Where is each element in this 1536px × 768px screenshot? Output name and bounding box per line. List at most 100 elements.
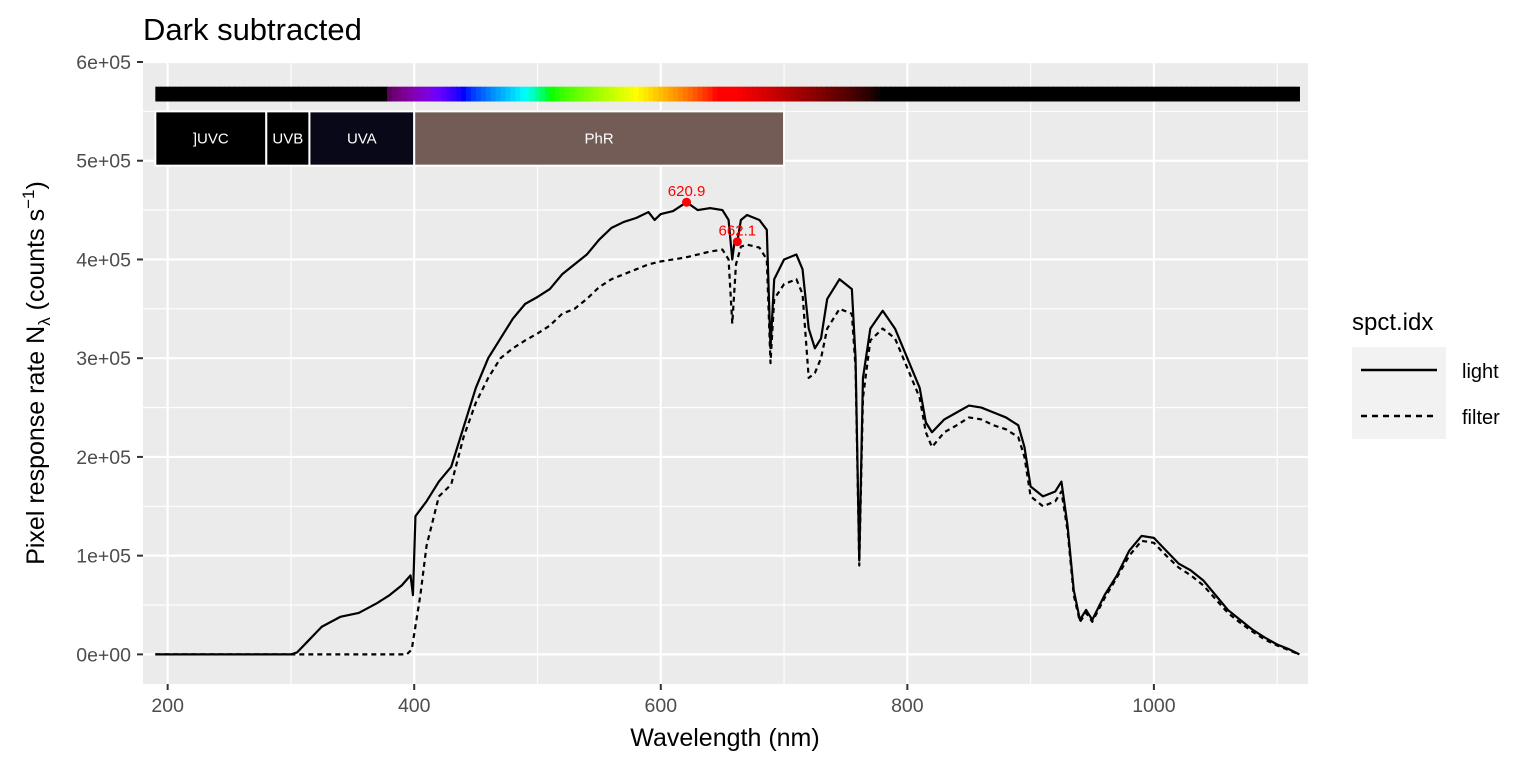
color-bar-segment	[1259, 86, 1266, 102]
color-bar-segment	[184, 86, 191, 102]
color-bar-segment	[1284, 86, 1291, 102]
color-bar-segment	[697, 86, 704, 102]
color-bar-segment	[475, 86, 482, 102]
color-bar-segment	[589, 86, 595, 102]
color-bar-segment	[337, 86, 344, 102]
color-bar-segment	[559, 86, 566, 102]
color-bar-segment	[806, 86, 812, 102]
legend-label-light: light	[1462, 361, 1499, 383]
series-line-filter	[155, 243, 1300, 656]
waveband-label: PhR	[585, 131, 614, 148]
series-line-light	[155, 201, 1300, 656]
color-bar-segment	[327, 86, 334, 102]
color-bar-segment	[224, 86, 230, 102]
color-bar-segment	[1245, 86, 1251, 102]
color-bar-segment	[959, 86, 965, 102]
color-bar-segment	[1171, 86, 1177, 102]
color-bar-segment	[298, 86, 304, 102]
color-bar-segment	[1102, 86, 1108, 102]
y-axis-title-suffix: )	[22, 181, 50, 189]
color-bar-segment	[322, 86, 329, 102]
color-bar-segment	[1200, 86, 1207, 102]
color-bar-segment	[638, 86, 645, 102]
color-bar-segment	[929, 86, 936, 102]
color-bar-segment	[1028, 86, 1034, 102]
color-bar-segment	[1072, 86, 1079, 102]
y-tick-label: 1e+05	[76, 546, 131, 568]
color-bar-segment	[885, 86, 891, 102]
color-bar-segment	[618, 86, 625, 102]
color-bar-segment	[1289, 86, 1296, 102]
color-bar-segment	[244, 86, 250, 102]
color-bar-segment	[1092, 86, 1098, 102]
color-bar-segment	[687, 86, 694, 102]
color-bar-segment	[1107, 86, 1113, 102]
y-axis-title-sup: −1	[19, 190, 38, 209]
color-bar-segment	[1018, 86, 1024, 102]
color-bar-segment	[253, 86, 260, 102]
color-bar-segment	[204, 86, 211, 102]
color-bar-segment	[303, 86, 309, 102]
color-bar-segment	[1116, 86, 1123, 102]
color-bar-segment	[584, 86, 590, 102]
color-bar-segment	[1274, 86, 1281, 102]
color-bar-segment	[539, 86, 546, 102]
color-bar-segment	[825, 86, 832, 102]
color-bar-segment	[175, 86, 181, 102]
color-bar-segment	[505, 86, 511, 102]
waveband-label: UVB	[272, 131, 303, 148]
color-bar-segment	[1235, 86, 1241, 102]
color-bar-segment	[855, 86, 862, 102]
waveband-box	[413, 110, 786, 167]
color-bar-segment	[796, 86, 802, 102]
x-tick-label: 1000	[1132, 695, 1176, 717]
color-bar-segment	[461, 86, 467, 102]
peak-label: 662.1	[719, 223, 757, 240]
color-bar-segment	[752, 86, 758, 102]
color-bar-segment	[1082, 86, 1088, 102]
color-bar-segment	[1279, 86, 1286, 102]
y-tick-label: 5e+05	[76, 151, 131, 173]
color-bar-segment	[1003, 86, 1010, 102]
y-tick-label: 6e+05	[76, 52, 131, 74]
color-bar-segment	[949, 86, 955, 102]
color-bar-segment	[712, 86, 719, 102]
x-tick-label: 600	[645, 695, 678, 717]
color-bar-segment	[1146, 86, 1153, 102]
y-tick-label: 4e+05	[76, 249, 131, 271]
color-bar-segment	[313, 86, 319, 102]
color-bar-segment	[179, 86, 186, 102]
color-bar-segment	[1038, 86, 1044, 102]
y-axis-title-mid: (counts s	[22, 209, 50, 317]
color-bar-segment	[165, 86, 171, 102]
waveband-box	[308, 110, 416, 167]
x-axis-ticks: 200 400 600 800 1000	[151, 684, 1176, 717]
color-bar-segment	[1240, 86, 1246, 102]
y-axis-title-sub: λ	[35, 317, 54, 326]
color-bar-segment	[569, 86, 576, 102]
wavelength-color-bar	[155, 86, 1300, 102]
waveband-label: ]UVC	[193, 131, 229, 148]
color-bar-segment	[993, 86, 1000, 102]
color-bar-segment	[1156, 86, 1162, 102]
color-bar-segment	[273, 86, 280, 102]
color-bar-segment	[1013, 86, 1019, 102]
color-bar-segment	[732, 86, 738, 102]
x-tick-label: 400	[398, 695, 431, 717]
color-bar-segment	[707, 86, 714, 102]
color-bar-segment	[909, 86, 916, 102]
color-bar-segment	[604, 86, 610, 102]
x-axis-title: Wavelength (nm)	[630, 724, 819, 752]
color-bar-segment	[1111, 86, 1118, 102]
color-bar-segment	[786, 86, 793, 102]
color-bar-segment	[973, 86, 980, 102]
color-bar-segment	[983, 86, 990, 102]
color-bar-segment	[194, 86, 201, 102]
color-bar-segment	[801, 86, 807, 102]
legend: spct.idx light filter	[1352, 309, 1500, 439]
color-bar-segment	[1087, 86, 1093, 102]
color-bar-segment	[895, 86, 901, 102]
color-bar-segment	[1062, 86, 1069, 102]
chart-title: Dark subtracted	[143, 12, 362, 47]
color-bar-segment	[406, 86, 413, 102]
